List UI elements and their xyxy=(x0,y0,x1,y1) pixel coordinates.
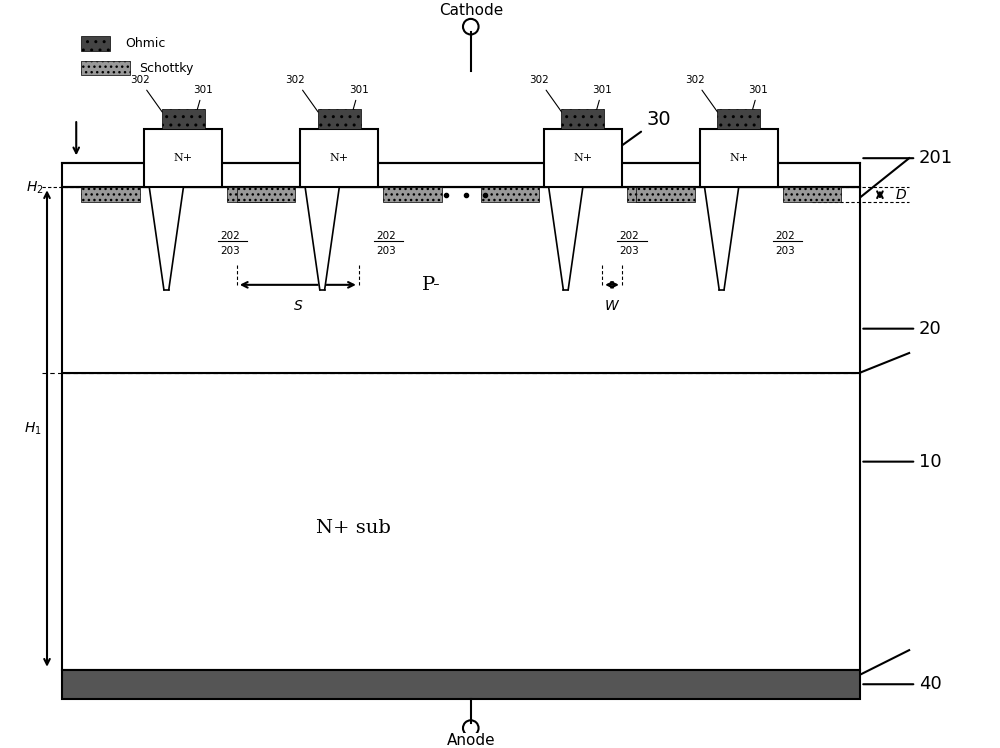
Text: $W$: $W$ xyxy=(604,299,620,313)
Bar xyxy=(300,129,378,188)
Text: 203: 203 xyxy=(376,246,396,256)
Text: $H_2$: $H_2$ xyxy=(26,180,43,196)
Bar xyxy=(717,109,760,129)
Bar xyxy=(62,163,860,188)
Text: 202: 202 xyxy=(619,231,639,241)
Bar xyxy=(561,109,604,129)
Text: N+: N+ xyxy=(729,153,748,163)
Bar xyxy=(383,188,442,202)
Text: N+: N+ xyxy=(174,153,193,163)
Bar xyxy=(318,109,361,129)
Bar xyxy=(227,188,286,202)
Text: 302: 302 xyxy=(286,75,318,112)
Text: P-: P- xyxy=(422,276,441,294)
Bar xyxy=(62,188,860,373)
Text: 40: 40 xyxy=(863,675,942,693)
Text: 30: 30 xyxy=(600,110,671,162)
Bar xyxy=(162,109,205,129)
Text: 203: 203 xyxy=(775,246,795,256)
Polygon shape xyxy=(549,188,583,289)
Text: Anode: Anode xyxy=(446,733,495,748)
Polygon shape xyxy=(149,188,183,289)
Text: 201: 201 xyxy=(863,149,953,168)
Text: Ohmic: Ohmic xyxy=(125,37,165,50)
Bar xyxy=(627,188,685,202)
Text: 202: 202 xyxy=(376,231,396,241)
Bar xyxy=(62,373,860,669)
Bar xyxy=(783,188,841,202)
Text: 202: 202 xyxy=(775,231,795,241)
Bar xyxy=(237,188,295,202)
Text: 301: 301 xyxy=(592,85,612,121)
Text: $S$: $S$ xyxy=(293,299,303,313)
Bar xyxy=(81,188,140,202)
Text: 203: 203 xyxy=(220,246,240,256)
Text: 302: 302 xyxy=(685,75,718,112)
Text: $D$: $D$ xyxy=(895,188,907,202)
Text: 301: 301 xyxy=(193,85,213,121)
Text: $H_1$: $H_1$ xyxy=(24,420,41,437)
Text: N+: N+ xyxy=(573,153,592,163)
Bar xyxy=(544,129,622,188)
Bar xyxy=(81,37,110,51)
Text: N+: N+ xyxy=(330,153,349,163)
Text: Cathode: Cathode xyxy=(439,2,503,18)
Polygon shape xyxy=(305,188,339,289)
Bar xyxy=(636,188,695,202)
Text: 203: 203 xyxy=(619,246,639,256)
Text: 20: 20 xyxy=(863,319,942,337)
Bar xyxy=(700,129,778,188)
Text: 302: 302 xyxy=(529,75,562,112)
Bar xyxy=(62,669,860,699)
Bar xyxy=(144,129,222,188)
Text: 302: 302 xyxy=(130,75,162,112)
Polygon shape xyxy=(705,188,739,289)
Text: Schottky: Schottky xyxy=(140,61,194,75)
Text: 202: 202 xyxy=(220,231,240,241)
Text: 301: 301 xyxy=(349,85,369,121)
Bar xyxy=(481,188,539,202)
Text: 301: 301 xyxy=(748,85,768,121)
Bar xyxy=(81,61,130,76)
Text: 10: 10 xyxy=(863,453,942,470)
Text: N+ sub: N+ sub xyxy=(316,519,391,537)
